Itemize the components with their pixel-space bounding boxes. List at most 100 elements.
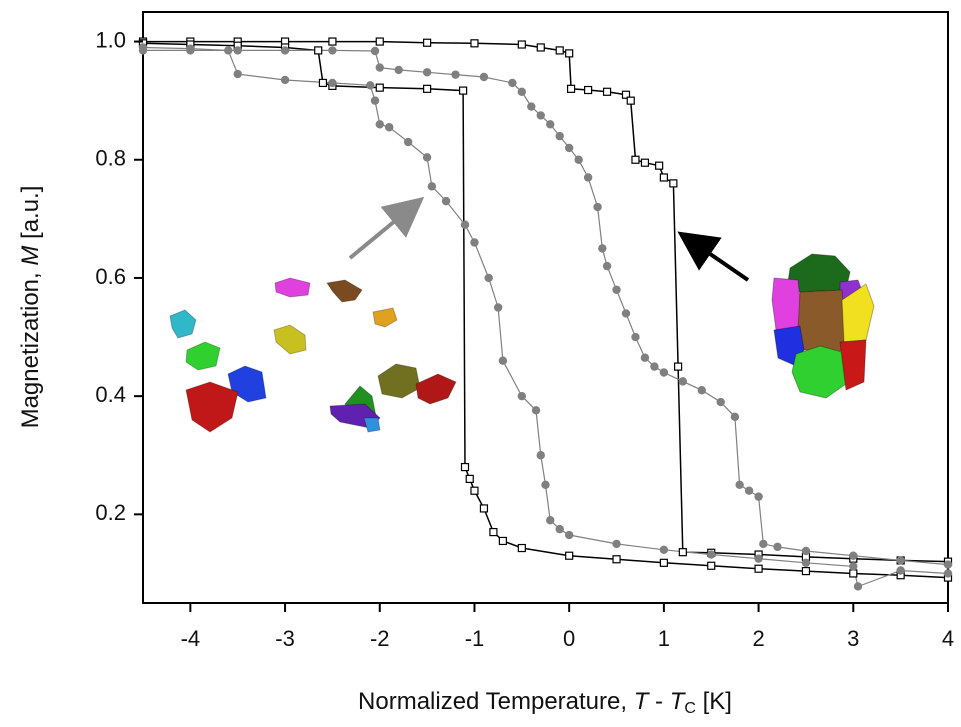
circle-marker xyxy=(546,516,555,525)
circle-marker xyxy=(621,309,631,318)
square-marker xyxy=(566,84,576,93)
circle-marker xyxy=(484,273,493,283)
square-marker xyxy=(314,46,323,55)
square-marker xyxy=(375,37,384,46)
circle-marker xyxy=(546,120,555,129)
y-title-part: M xyxy=(17,246,44,266)
square-marker xyxy=(612,555,621,564)
circle-marker xyxy=(508,78,517,88)
circle-marker xyxy=(583,173,593,182)
x-title-part: Normalized Temperature, xyxy=(358,688,634,715)
square-marker xyxy=(517,543,526,553)
square-marker xyxy=(707,561,716,570)
circle-marker xyxy=(328,78,337,88)
x-tick-label: 3 xyxy=(847,626,859,651)
circle-marker xyxy=(612,539,621,549)
circle-marker xyxy=(541,480,550,489)
square-marker xyxy=(498,536,507,546)
x-axis-title: Normalized Temperature, T - TC [K] xyxy=(358,688,732,717)
circle-marker xyxy=(441,196,451,206)
square-marker xyxy=(631,155,640,164)
circle-marker xyxy=(470,238,479,247)
y-tick-label: 0.4 xyxy=(95,382,126,407)
circle-marker xyxy=(394,65,403,75)
circle-marker xyxy=(564,530,574,540)
x-title-part: - xyxy=(648,688,669,715)
circle-marker xyxy=(233,46,242,55)
circle-marker xyxy=(517,391,527,401)
x-title-part: C xyxy=(684,700,696,717)
circle-marker xyxy=(493,303,503,312)
x-title-part: T xyxy=(634,688,651,715)
circle-marker xyxy=(943,560,953,569)
circle-marker xyxy=(574,155,583,164)
circle-marker xyxy=(375,63,384,72)
square-marker xyxy=(479,504,489,513)
circle-marker xyxy=(498,356,508,365)
square-marker xyxy=(849,569,858,578)
circle-marker xyxy=(659,545,669,555)
circle-marker xyxy=(366,81,375,90)
circle-marker xyxy=(555,524,564,534)
circle-marker xyxy=(422,68,432,77)
circle-marker xyxy=(716,397,725,407)
circle-marker xyxy=(280,46,290,55)
circle-marker xyxy=(943,569,953,578)
square-marker xyxy=(328,37,337,46)
x-title-part: [K] xyxy=(696,688,732,715)
circle-marker xyxy=(186,44,195,53)
x-title-part: T xyxy=(670,688,687,715)
circle-marker xyxy=(896,566,905,575)
circle-marker xyxy=(427,182,437,191)
square-marker xyxy=(673,362,683,371)
circle-marker xyxy=(659,368,669,377)
y-tick-label: 0.8 xyxy=(95,146,126,171)
circle-marker xyxy=(138,43,148,52)
y-tick-label: 1.0 xyxy=(95,27,126,52)
square-marker xyxy=(470,39,479,48)
series-line xyxy=(143,40,949,563)
square-marker xyxy=(555,46,564,55)
square-marker xyxy=(669,179,678,188)
square-marker xyxy=(565,551,574,560)
square-marker xyxy=(375,83,384,92)
square-marker xyxy=(465,474,474,483)
x-tick-label: 4 xyxy=(942,626,954,651)
square-marker xyxy=(655,161,664,170)
square-marker xyxy=(517,40,526,49)
series-line xyxy=(142,42,949,579)
circle-marker xyxy=(773,542,782,552)
y-title-part: Magnetization, xyxy=(17,266,44,429)
square-marker xyxy=(626,96,635,105)
circle-marker xyxy=(730,412,740,422)
y-tick-label: 0.2 xyxy=(95,500,126,525)
circle-marker xyxy=(479,72,489,82)
circle-marker xyxy=(849,562,858,571)
square-marker xyxy=(489,527,498,537)
square-marker xyxy=(423,84,432,93)
circle-marker xyxy=(536,111,545,120)
circle-marker xyxy=(754,492,763,501)
x-tick-label: 0 xyxy=(563,626,575,651)
square-marker xyxy=(470,486,479,495)
circle-marker xyxy=(517,87,527,96)
circle-marker xyxy=(280,75,290,85)
x-tick-label: -2 xyxy=(370,626,390,651)
square-marker xyxy=(621,90,631,99)
square-marker xyxy=(640,158,650,167)
circle-marker xyxy=(370,96,380,105)
arrow xyxy=(348,196,425,260)
x-tick-label: -4 xyxy=(181,626,201,651)
y-axis-title: Magnetization, M [a.u.] xyxy=(17,186,44,429)
circle-marker xyxy=(593,202,602,212)
square-marker xyxy=(678,548,687,557)
circle-marker xyxy=(650,362,659,371)
y-tick-label: 0.6 xyxy=(95,264,126,289)
circle-marker xyxy=(385,123,394,132)
square-marker xyxy=(318,78,328,88)
y-title-part: [a.u.] xyxy=(17,186,44,246)
circle-marker xyxy=(631,332,640,342)
markers-layer xyxy=(138,37,953,591)
